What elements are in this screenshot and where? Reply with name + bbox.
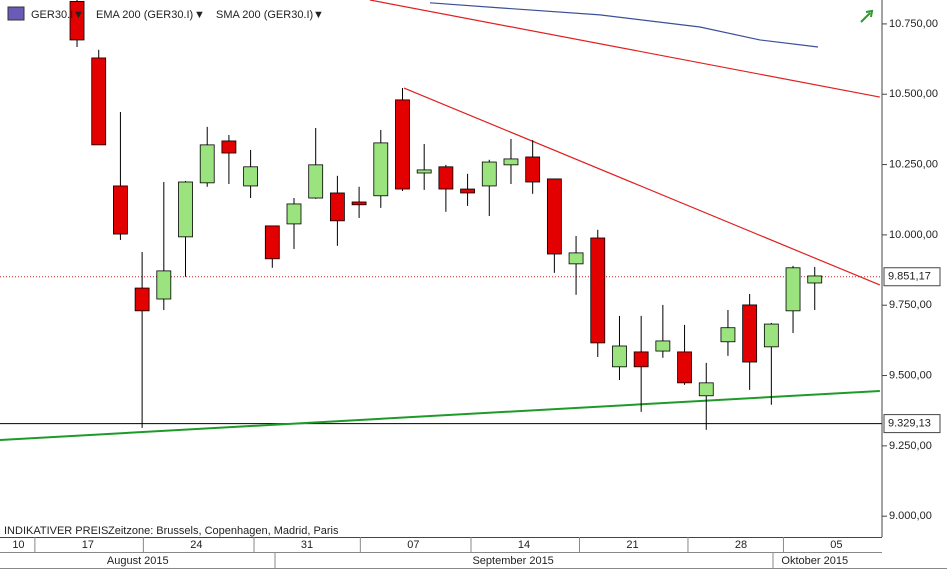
candle-body — [286, 203, 302, 225]
candle-body — [633, 351, 649, 368]
candle-body — [438, 166, 454, 190]
x-tick-label: 31 — [301, 539, 313, 551]
x-tick-label: 24 — [190, 539, 202, 551]
candle-body — [763, 323, 779, 348]
price-label-box — [883, 414, 941, 434]
candle-body — [351, 201, 367, 206]
candle-body — [720, 327, 736, 343]
candle-body — [481, 161, 497, 187]
candle-body — [199, 144, 215, 184]
candle-body — [677, 351, 692, 384]
symbol[interactable]: GER30.I — [31, 9, 73, 21]
x-tick-label: 21 — [626, 539, 638, 551]
candle-body — [416, 169, 432, 174]
candle-body — [655, 340, 671, 352]
y-tick-label: 10.000,00 — [889, 229, 938, 241]
price-label-box — [883, 267, 941, 287]
candle-body — [807, 275, 823, 284]
plot-area — [0, 0, 882, 441]
x-tick-label: 28 — [735, 539, 747, 551]
candle-body — [698, 382, 714, 397]
note: INDIKATIVER PREIS — [4, 525, 108, 537]
candle-body — [156, 270, 172, 300]
candle-body — [785, 267, 801, 312]
candle-body — [308, 164, 324, 199]
candle-body — [264, 225, 280, 260]
timezone: Zeitzone: Brussels, Copenhagen, Madrid, … — [108, 525, 339, 537]
dropdown[interactable]: ▼ — [194, 9, 205, 21]
candle-body — [612, 345, 627, 368]
y-tick-label: 9.250,00 — [889, 440, 932, 452]
indicator-label[interactable]: EMA 200 (GER30.I) — [96, 9, 193, 21]
trendline — [369, 0, 880, 98]
y-tick-label: 10.500,00 — [889, 88, 938, 100]
dropdown[interactable]: ▼ — [73, 9, 84, 21]
price-label: 9.329,13 — [888, 418, 931, 430]
candle-body — [91, 57, 107, 146]
dropdown[interactable]: ▼ — [313, 9, 324, 21]
candle-body — [134, 287, 150, 312]
candle-body — [546, 178, 562, 255]
y-tick-label: 9.500,00 — [889, 369, 932, 381]
x-tick-label: 10 — [12, 539, 24, 551]
candle-body — [329, 192, 345, 222]
x-tick-label: 14 — [518, 539, 530, 551]
price-label: 9.851,17 — [888, 271, 931, 283]
candle-body — [395, 99, 410, 190]
trend-icon — [860, 9, 874, 23]
candle-body — [69, 1, 85, 41]
candle-body — [178, 181, 193, 238]
y-tick-label: 9.000,00 — [889, 510, 932, 522]
x-tick-label: 17 — [82, 539, 94, 551]
candle-body — [525, 156, 541, 183]
x-tick-label: 05 — [830, 539, 842, 551]
y-tick-label: 10.250,00 — [889, 158, 938, 170]
candle-body — [373, 142, 389, 197]
month-label: September 2015 — [472, 555, 553, 567]
month-label: August 2015 — [107, 555, 169, 567]
trendline — [403, 87, 881, 286]
candle-body — [243, 166, 259, 187]
candle-body — [503, 158, 519, 166]
candle-body — [113, 185, 128, 235]
candle-body — [460, 188, 475, 194]
x-tick-label: 07 — [407, 539, 419, 551]
candle-body — [568, 252, 584, 265]
candle-body — [221, 140, 237, 154]
y-tick-label: 10.750,00 — [889, 18, 938, 30]
symbol-icon[interactable] — [7, 6, 25, 21]
indicator-line — [429, 2, 819, 48]
candle-body — [742, 304, 758, 363]
month-label: Oktober 2015 — [781, 555, 848, 567]
indicator-label[interactable]: SMA 200 (GER30.I) — [216, 9, 313, 21]
candle-body — [590, 237, 606, 344]
trendline — [0, 390, 880, 441]
y-tick-label: 9.750,00 — [889, 299, 932, 311]
